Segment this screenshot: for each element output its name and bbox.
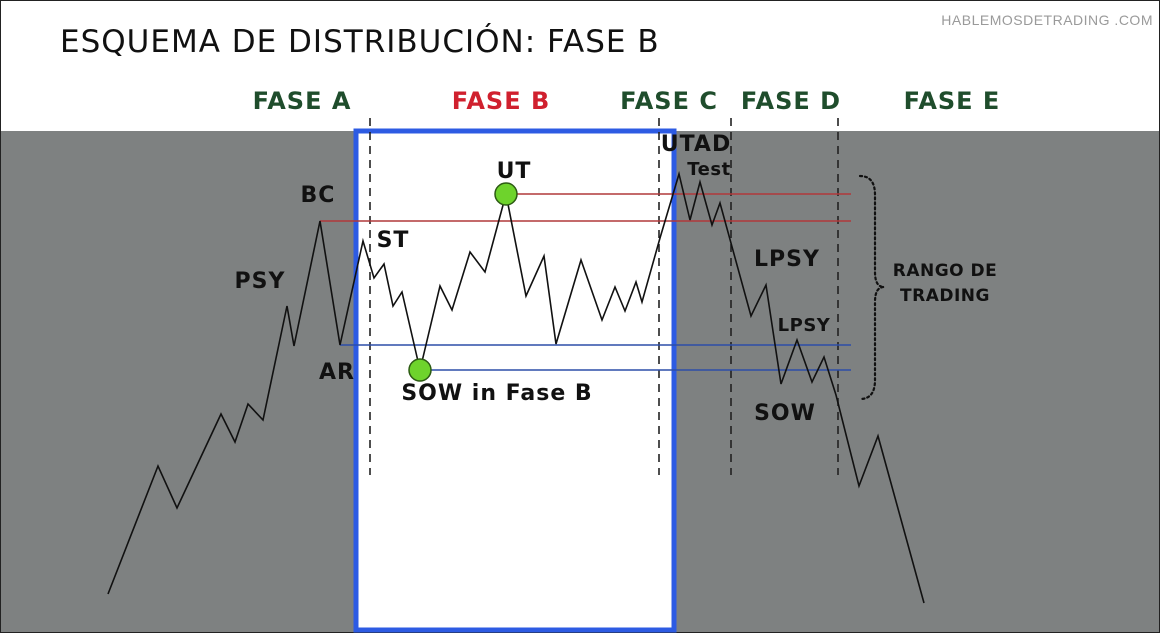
phase-b-highlight-box: [356, 131, 674, 630]
range-label-line-2: TRADING: [900, 286, 990, 306]
trading-range-brace: [858, 174, 885, 401]
event-label-ut: UT: [497, 159, 532, 184]
event-label-sow-fase-b: SOW in Fase B: [401, 381, 592, 406]
event-label-st: ST: [377, 228, 410, 253]
event-label-sow: SOW: [754, 401, 816, 426]
header-background: [0, 0, 1160, 131]
phase-b-highlight-border: [353, 128, 677, 633]
event-label-ar: AR: [319, 360, 355, 385]
event-label-lpsy-1: LPSY: [754, 247, 820, 272]
event-label-lpsy-2: LPSY: [778, 315, 831, 336]
sow-marker: [408, 358, 432, 382]
phase-c-label: FASE C: [620, 87, 718, 115]
event-label-test: Test: [687, 159, 730, 180]
diagram-title: ESQUEMA DE DISTRIBUCIÓN: FASE B: [60, 23, 660, 60]
phase-d-label: FASE D: [741, 87, 841, 115]
watermark: HABLEMOSDETRADING .COM: [941, 12, 1153, 28]
price-path: [107, 170, 925, 604]
phase-b-label: FASE B: [452, 87, 551, 115]
phase-e-label: FASE E: [904, 87, 1001, 115]
event-label-utad: UTAD: [661, 132, 731, 157]
phase-a-label: FASE A: [253, 87, 352, 115]
range-label-line-1: RANGO DE: [893, 261, 998, 281]
event-label-psy: PSY: [235, 269, 286, 294]
ut-marker: [494, 182, 518, 206]
event-label-bc: BC: [301, 183, 336, 208]
